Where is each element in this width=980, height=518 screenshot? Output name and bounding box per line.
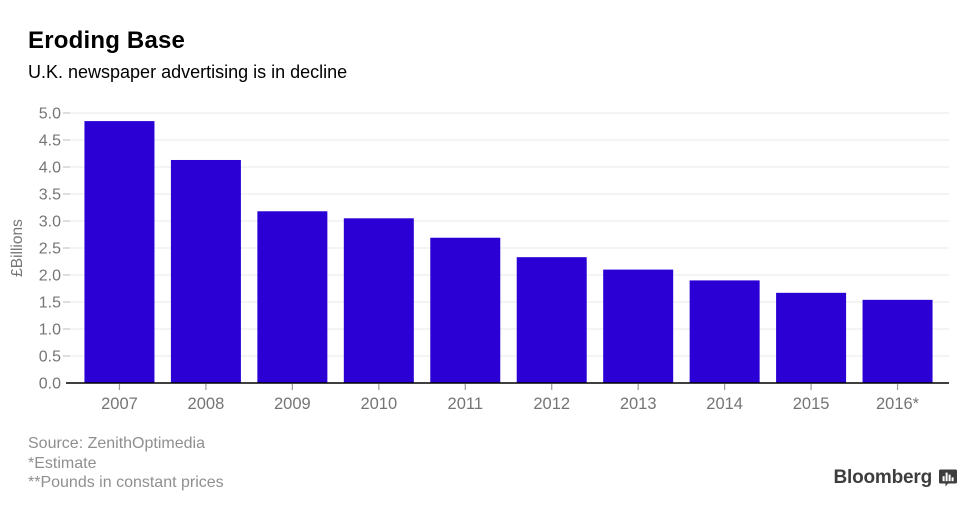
x-tick-label: 2011 xyxy=(448,395,483,413)
estimate-note: *Estimate xyxy=(28,454,97,472)
footer-notes: Source: ZenithOptimedia *Estimate **Poun… xyxy=(28,434,224,493)
y-tick-label: 0.0 xyxy=(39,376,61,393)
constant-prices-note: **Pounds in constant prices xyxy=(28,474,224,491)
bar-2008 xyxy=(170,159,241,383)
y-tick-label: 1.0 xyxy=(39,322,61,339)
bar-2009 xyxy=(257,211,328,383)
bar-2010 xyxy=(343,218,414,383)
x-tick-label: 2015 xyxy=(793,395,830,413)
bar-chart-bubble-icon xyxy=(939,469,957,487)
y-tick-label: 5.0 xyxy=(39,106,61,123)
x-tick-label: 2016* xyxy=(876,395,920,413)
bar-2014 xyxy=(689,280,760,383)
x-tick-label: 2014 xyxy=(706,395,743,413)
bar-2013 xyxy=(603,269,674,383)
x-tick-label: 2013 xyxy=(620,395,657,413)
bloomberg-logo: Bloomberg xyxy=(834,467,958,489)
x-tick-label: 2012 xyxy=(533,395,570,413)
chart-title: Eroding Base xyxy=(28,27,186,54)
x-tick-label: 2008 xyxy=(188,395,225,413)
bar-2011 xyxy=(430,237,501,383)
y-tick-label: 2.5 xyxy=(39,241,61,258)
bar-2015 xyxy=(776,292,847,383)
bar-2007 xyxy=(84,121,155,383)
chart-subtitle: U.K. newspaper advertising is in decline xyxy=(28,62,348,82)
y-tick-label: 0.5 xyxy=(39,349,61,366)
source-note: Source: ZenithOptimedia xyxy=(28,435,205,452)
x-tick-label: 2010 xyxy=(360,395,397,413)
y-tick-label: 1.5 xyxy=(39,295,61,312)
bar-2012 xyxy=(516,257,587,383)
y-tick-label: 4.0 xyxy=(39,160,61,177)
y-tick-label: 3.5 xyxy=(39,187,61,204)
bar-2016 xyxy=(862,299,933,383)
y-tick-label: 4.5 xyxy=(39,133,61,150)
x-tick-label: 2007 xyxy=(101,395,138,413)
bloomberg-wordmark: Bloomberg xyxy=(833,467,933,488)
y-tick-label: 3.0 xyxy=(39,214,61,231)
x-tick-label: 2009 xyxy=(274,395,311,413)
y-axis-title: £Billions xyxy=(9,219,26,277)
chart-header: Eroding Base U.K. newspaper advertising … xyxy=(28,27,348,82)
y-tick-label: 2.0 xyxy=(39,268,61,285)
